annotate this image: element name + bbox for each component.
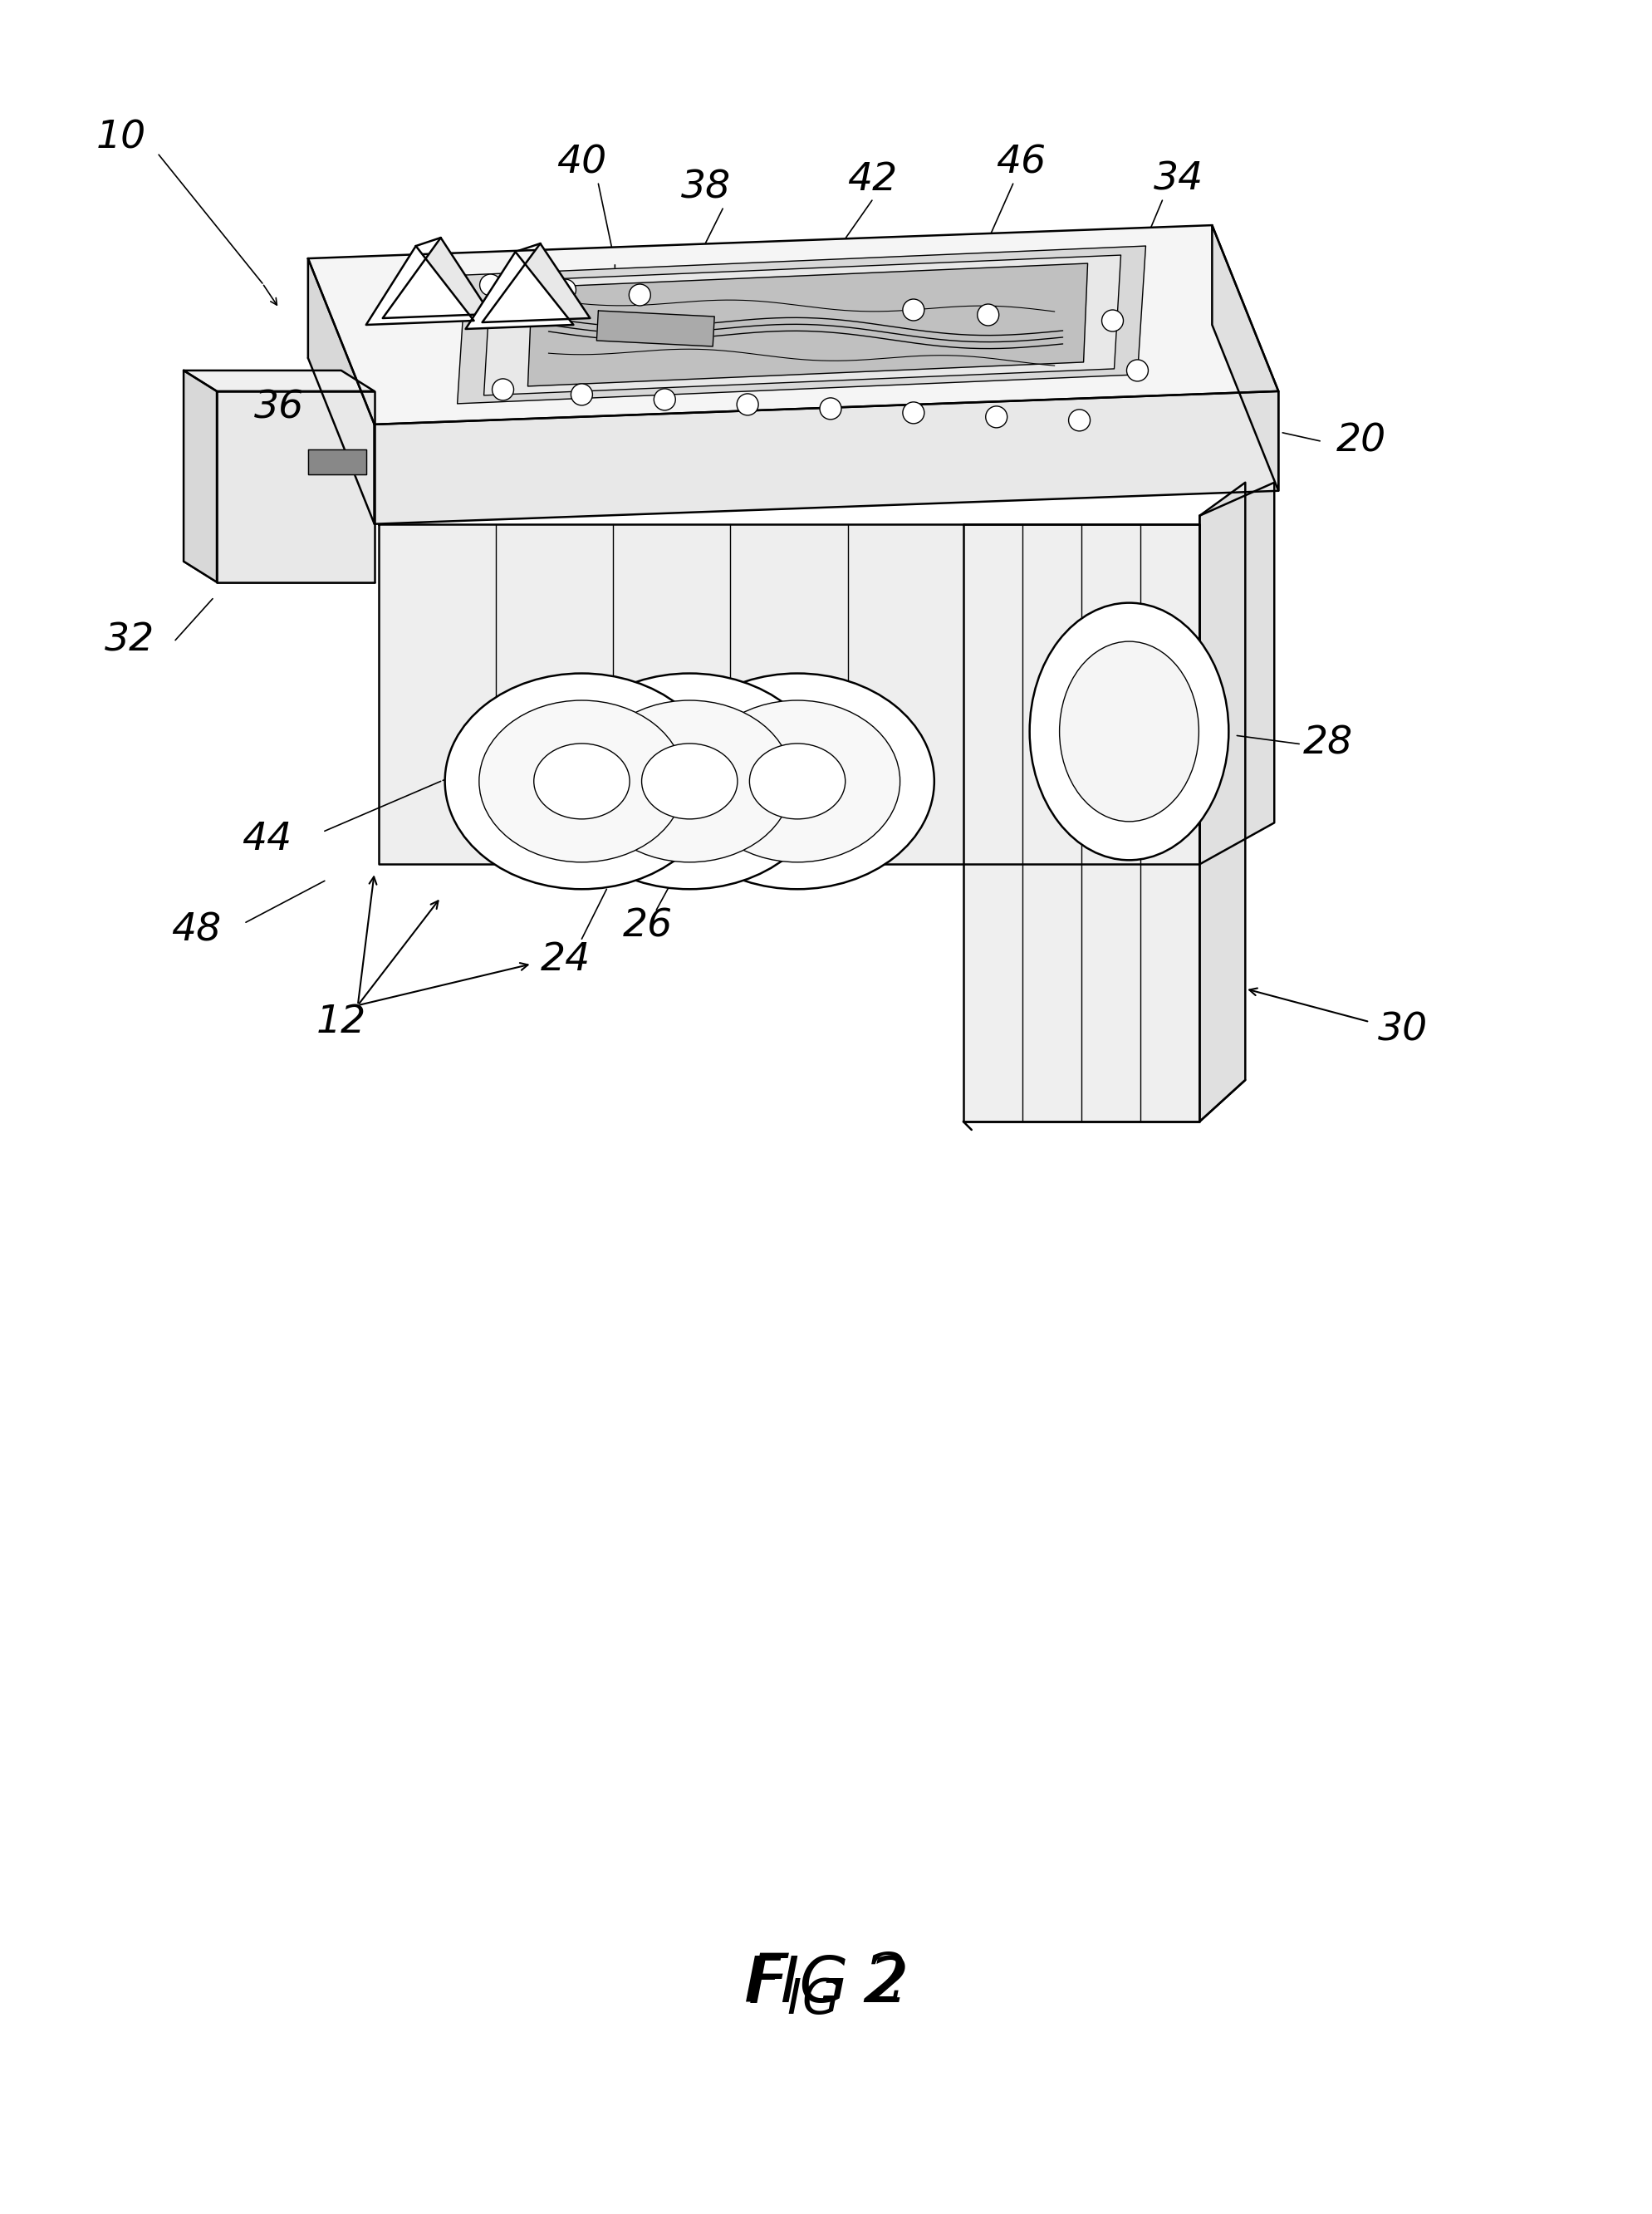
Text: 32: 32 (104, 622, 155, 660)
Ellipse shape (694, 700, 900, 861)
Polygon shape (1199, 483, 1244, 1122)
Ellipse shape (444, 673, 719, 890)
Text: 34: 34 (1153, 162, 1203, 199)
Text: 46: 46 (996, 144, 1046, 182)
Circle shape (479, 275, 501, 297)
Polygon shape (378, 525, 1199, 863)
Circle shape (570, 383, 591, 405)
Polygon shape (458, 246, 1145, 403)
Polygon shape (596, 310, 714, 345)
Circle shape (1102, 310, 1123, 332)
Polygon shape (527, 263, 1087, 385)
Text: 36: 36 (254, 390, 304, 427)
Circle shape (902, 299, 923, 321)
Polygon shape (307, 226, 1277, 425)
Polygon shape (307, 449, 365, 474)
Polygon shape (484, 255, 1120, 396)
Ellipse shape (479, 700, 684, 861)
Circle shape (985, 405, 1006, 427)
Text: 28: 28 (1302, 726, 1353, 762)
Ellipse shape (641, 744, 737, 819)
Text: 44: 44 (241, 821, 291, 859)
Text: $\mathit{F_{IG}}$ 2: $\mathit{F_{IG}}$ 2 (747, 1951, 905, 2019)
Ellipse shape (1029, 602, 1227, 859)
Text: 24: 24 (540, 941, 590, 979)
Circle shape (819, 399, 841, 418)
Text: 48: 48 (170, 912, 221, 950)
Circle shape (492, 379, 514, 401)
Polygon shape (1199, 483, 1274, 863)
Circle shape (1069, 410, 1090, 432)
Ellipse shape (552, 673, 826, 890)
Text: 38: 38 (681, 168, 730, 206)
Text: 40: 40 (557, 144, 606, 182)
Polygon shape (466, 252, 573, 330)
Ellipse shape (586, 700, 791, 861)
Circle shape (737, 394, 758, 416)
Circle shape (902, 403, 923, 423)
Circle shape (654, 390, 676, 410)
Text: 42: 42 (846, 162, 897, 199)
Polygon shape (383, 237, 491, 319)
Circle shape (553, 279, 575, 301)
Polygon shape (482, 244, 590, 323)
Text: 10: 10 (96, 120, 147, 157)
Circle shape (1127, 359, 1148, 381)
Polygon shape (1211, 226, 1277, 492)
Polygon shape (183, 370, 216, 582)
Ellipse shape (748, 744, 844, 819)
Polygon shape (307, 259, 375, 525)
Polygon shape (216, 392, 375, 582)
Polygon shape (963, 525, 1199, 1122)
Ellipse shape (1059, 642, 1198, 821)
Ellipse shape (534, 744, 629, 819)
Text: FIG 2: FIG 2 (743, 1955, 909, 2015)
Circle shape (976, 303, 998, 325)
Text: 20: 20 (1336, 423, 1386, 461)
Polygon shape (375, 392, 1277, 525)
Text: 30: 30 (1378, 1012, 1427, 1049)
Ellipse shape (661, 673, 933, 890)
Polygon shape (365, 246, 474, 325)
Polygon shape (183, 370, 375, 392)
Text: 26: 26 (623, 908, 672, 945)
Text: 12: 12 (316, 1003, 367, 1041)
Circle shape (629, 283, 651, 306)
